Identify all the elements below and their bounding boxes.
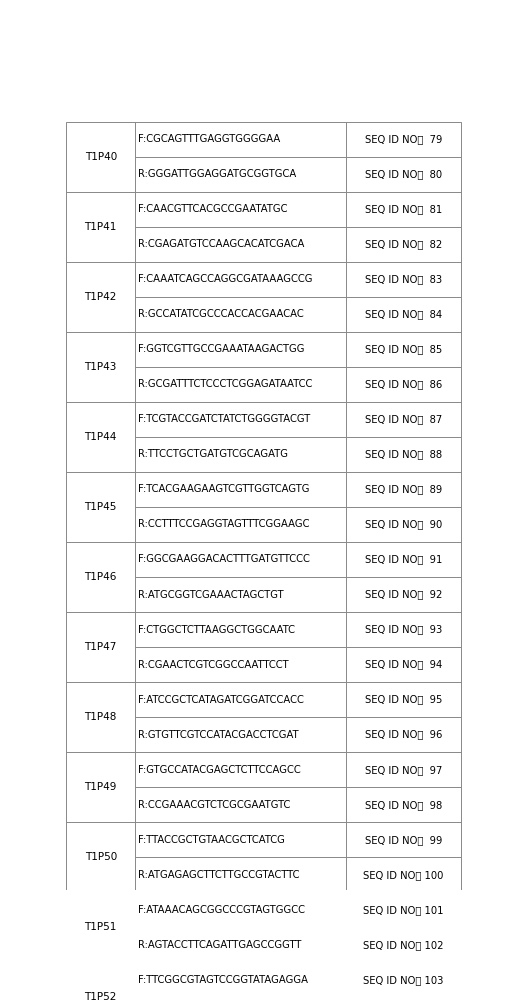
Text: SEQ ID NO：  85: SEQ ID NO： 85 — [365, 344, 442, 354]
Text: F:CAAATCAGCCAGGCGATAAAGCCG: F:CAAATCAGCCAGGCGATAAAGCCG — [138, 274, 312, 284]
Text: F:TCGTACCGATCTATCTGGGGTACGT: F:TCGTACCGATCTATCTGGGGTACGT — [138, 414, 310, 424]
Text: T1P52: T1P52 — [85, 992, 117, 1000]
Text: SEQ ID NO：  79: SEQ ID NO： 79 — [365, 134, 442, 144]
Text: SEQ ID NO：  82: SEQ ID NO： 82 — [365, 239, 442, 249]
Text: SEQ ID NO： 102: SEQ ID NO： 102 — [363, 940, 444, 950]
Text: R:GGGATTGGAGGATGCGGTGCA: R:GGGATTGGAGGATGCGGTGCA — [138, 169, 296, 179]
Text: T1P41: T1P41 — [85, 222, 117, 232]
Text: SEQ ID NO：  84: SEQ ID NO： 84 — [365, 309, 442, 319]
Text: T1P49: T1P49 — [85, 782, 117, 792]
Text: SEQ ID NO：  89: SEQ ID NO： 89 — [365, 484, 442, 494]
Text: R:CCGAAACGTCTCGCGAATGTC: R:CCGAAACGTCTCGCGAATGTC — [138, 800, 290, 810]
Text: F:TTACCGCTGTAACGCTCATCG: F:TTACCGCTGTAACGCTCATCG — [138, 835, 285, 845]
Text: R:CCTTTCCGAGGTAGTTTCGGAAGC: R:CCTTTCCGAGGTAGTTTCGGAAGC — [138, 519, 309, 529]
Text: SEQ ID NO：  90: SEQ ID NO： 90 — [365, 519, 442, 529]
Text: T1P44: T1P44 — [85, 432, 117, 442]
Text: T1P45: T1P45 — [85, 502, 117, 512]
Text: F:GGCGAAGGACACTTTGATGTTCCC: F:GGCGAAGGACACTTTGATGTTCCC — [138, 554, 309, 564]
Text: SEQ ID NO：  83: SEQ ID NO： 83 — [365, 274, 442, 284]
Text: F:CGCAGTTTGAGGTGGGGAA: F:CGCAGTTTGAGGTGGGGAA — [138, 134, 280, 144]
Text: SEQ ID NO：  99: SEQ ID NO： 99 — [365, 835, 442, 845]
Text: R:GTGTTCGTCCATACGACCTCGAT: R:GTGTTCGTCCATACGACCTCGAT — [138, 730, 298, 740]
Text: SEQ ID NO：  92: SEQ ID NO： 92 — [365, 590, 442, 600]
Text: SEQ ID NO：  96: SEQ ID NO： 96 — [365, 730, 442, 740]
Text: R:GCCATATCGCCCACCACGAACAC: R:GCCATATCGCCCACCACGAACAC — [138, 309, 303, 319]
Text: SEQ ID NO：  80: SEQ ID NO： 80 — [365, 169, 442, 179]
Text: SEQ ID NO： 103: SEQ ID NO： 103 — [363, 975, 444, 985]
Text: SEQ ID NO： 101: SEQ ID NO： 101 — [363, 905, 444, 915]
Text: T1P42: T1P42 — [85, 292, 117, 302]
Text: SEQ ID NO：  86: SEQ ID NO： 86 — [365, 379, 442, 389]
Text: F:CTGGCTCTTAAGGCTGGCAATC: F:CTGGCTCTTAAGGCTGGCAATC — [138, 625, 295, 635]
Text: R:TTCCTGCTGATGTCGCAGATG: R:TTCCTGCTGATGTCGCAGATG — [138, 449, 288, 459]
Text: T1P43: T1P43 — [85, 362, 117, 372]
Text: SEQ ID NO：  97: SEQ ID NO： 97 — [365, 765, 442, 775]
Text: R:CGAGATGTCCAAGCACATCGACA: R:CGAGATGTCCAAGCACATCGACA — [138, 239, 304, 249]
Text: T1P47: T1P47 — [85, 642, 117, 652]
Text: SEQ ID NO：  98: SEQ ID NO： 98 — [365, 800, 442, 810]
Text: SEQ ID NO：  95: SEQ ID NO： 95 — [365, 695, 442, 705]
Text: SEQ ID NO：  87: SEQ ID NO： 87 — [365, 414, 442, 424]
Text: T1P50: T1P50 — [85, 852, 117, 862]
Text: SEQ ID NO：  88: SEQ ID NO： 88 — [365, 449, 442, 459]
Text: SEQ ID NO：  91: SEQ ID NO： 91 — [365, 554, 442, 564]
Text: R:ATGAGAGCTTCTTGCCGTACTTC: R:ATGAGAGCTTCTTGCCGTACTTC — [138, 870, 299, 880]
Text: R:GCGATTTCTCCCTCGGAGATAATCC: R:GCGATTTCTCCCTCGGAGATAATCC — [138, 379, 312, 389]
Text: SEQ ID NO：  94: SEQ ID NO： 94 — [365, 660, 442, 670]
Text: F:TCACGAAGAAGTCGTTGGTCAGTG: F:TCACGAAGAAGTCGTTGGTCAGTG — [138, 484, 309, 494]
Text: R:ATGCGGTCGAAACTAGCTGT: R:ATGCGGTCGAAACTAGCTGT — [138, 590, 283, 600]
Text: R:AGTACCTTCAGATTGAGCCGGTT: R:AGTACCTTCAGATTGAGCCGGTT — [138, 940, 301, 950]
Text: F:ATCCGCTCATAGATCGGATCCACC: F:ATCCGCTCATAGATCGGATCCACC — [138, 695, 304, 705]
Text: T1P40: T1P40 — [85, 152, 117, 162]
Text: SEQ ID NO： 100: SEQ ID NO： 100 — [363, 870, 444, 880]
Text: F:ATAAACAGCGGCCCGTAGTGGCC: F:ATAAACAGCGGCCCGTAGTGGCC — [138, 905, 305, 915]
Text: T1P51: T1P51 — [85, 922, 117, 932]
Text: F:TTCGGCGTAGTCCGGTATAGAGGA: F:TTCGGCGTAGTCCGGTATAGAGGA — [138, 975, 308, 985]
Text: T1P48: T1P48 — [85, 712, 117, 722]
Text: SEQ ID NO：  93: SEQ ID NO： 93 — [365, 625, 442, 635]
Text: R:CGAACTCGTCGGCCAATTCCT: R:CGAACTCGTCGGCCAATTCCT — [138, 660, 288, 670]
Text: SEQ ID NO：  81: SEQ ID NO： 81 — [365, 204, 442, 214]
Text: T1P46: T1P46 — [85, 572, 117, 582]
Text: F:CAACGTTCACGCCGAATATGC: F:CAACGTTCACGCCGAATATGC — [138, 204, 287, 214]
Text: F:GGTCGTTGCCGAAATAAGACTGG: F:GGTCGTTGCCGAAATAAGACTGG — [138, 344, 304, 354]
Text: F:GTGCCATACGAGCTCTTCCAGCC: F:GTGCCATACGAGCTCTTCCAGCC — [138, 765, 300, 775]
